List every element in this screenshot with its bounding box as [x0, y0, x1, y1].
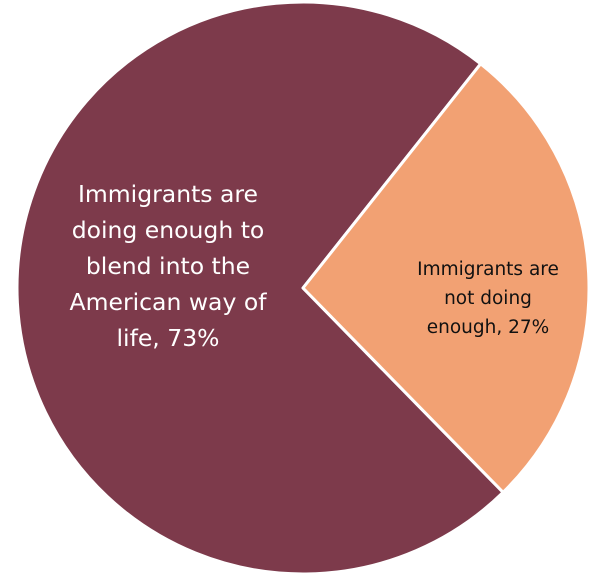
slice-label-doing-enough: Immigrants are doing enough to blend int… — [69, 180, 267, 352]
slice-not-doing-enough — [301, 62, 591, 494]
slice-label-not-doing-enough: Immigrants are not doing enough, 27% — [417, 259, 559, 338]
slice-doing-enough — [15, 0, 505, 574]
